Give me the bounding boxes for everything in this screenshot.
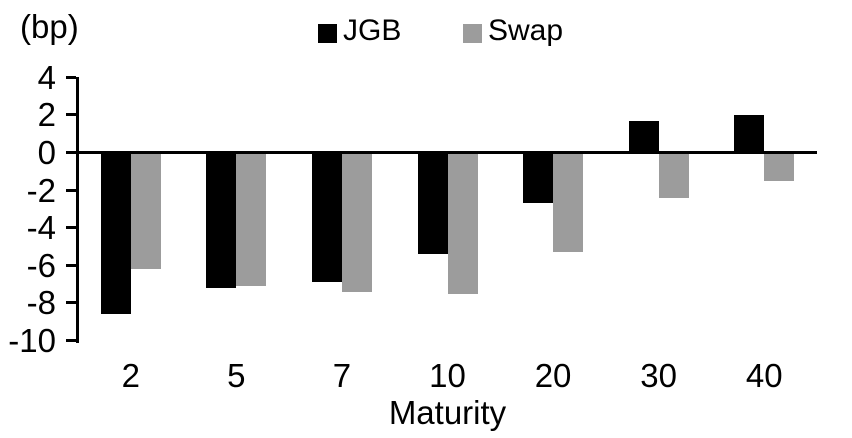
y-axis-tick <box>66 151 76 154</box>
y-axis-tick <box>66 301 76 305</box>
x-category-label: 2 <box>121 357 140 394</box>
jgb-bar <box>100 152 131 315</box>
jgb-bar <box>311 152 342 283</box>
x-axis-title: Maturity <box>388 394 507 431</box>
jgb-bar <box>523 152 554 204</box>
swap-bar <box>658 152 689 198</box>
x-category-label: 5 <box>227 357 246 394</box>
y-axis-tick <box>66 263 76 267</box>
zero-baseline <box>76 151 817 154</box>
y-axis-tick <box>66 188 76 192</box>
y-axis-tick <box>66 75 76 79</box>
y-axis-line <box>76 77 79 344</box>
y-tick-label: 4 <box>37 58 56 96</box>
jgb-bar <box>417 152 448 255</box>
jgb-bar <box>206 152 237 288</box>
x-category-label: 7 <box>332 357 352 394</box>
jgb-bar <box>734 114 765 153</box>
x-category-label: 10 <box>429 357 466 394</box>
swap-bar <box>447 152 478 294</box>
y-axis-tick <box>66 339 76 342</box>
y-tick-label: -8 <box>26 284 56 322</box>
swap-legend-swatch-icon <box>463 24 482 43</box>
swap-bar <box>553 152 584 253</box>
jgb-legend-label: JGB <box>343 14 402 47</box>
y-tick-label: 2 <box>37 96 56 134</box>
x-category-label: 30 <box>640 357 677 394</box>
swap-bar <box>764 152 795 181</box>
y-axis-unit-label: (bp) <box>20 8 79 45</box>
y-tick-label: -4 <box>26 209 56 247</box>
swap-bar <box>236 152 267 286</box>
y-tick-label: 0 <box>37 134 56 171</box>
y-tick-label: -2 <box>26 171 56 209</box>
x-category-label: 40 <box>745 357 783 394</box>
swap-bar <box>341 152 372 292</box>
y-axis-tick <box>66 226 76 230</box>
y-tick-label: -6 <box>26 246 56 284</box>
swap-legend-label: Swap <box>488 14 564 47</box>
swap-bar <box>130 152 161 270</box>
x-category-label: 20 <box>534 357 572 394</box>
y-axis-tick <box>66 113 76 117</box>
jgb-bar <box>628 120 659 153</box>
y-tick-label: -10 <box>8 322 56 359</box>
jgb-legend-swatch-icon <box>318 24 337 43</box>
